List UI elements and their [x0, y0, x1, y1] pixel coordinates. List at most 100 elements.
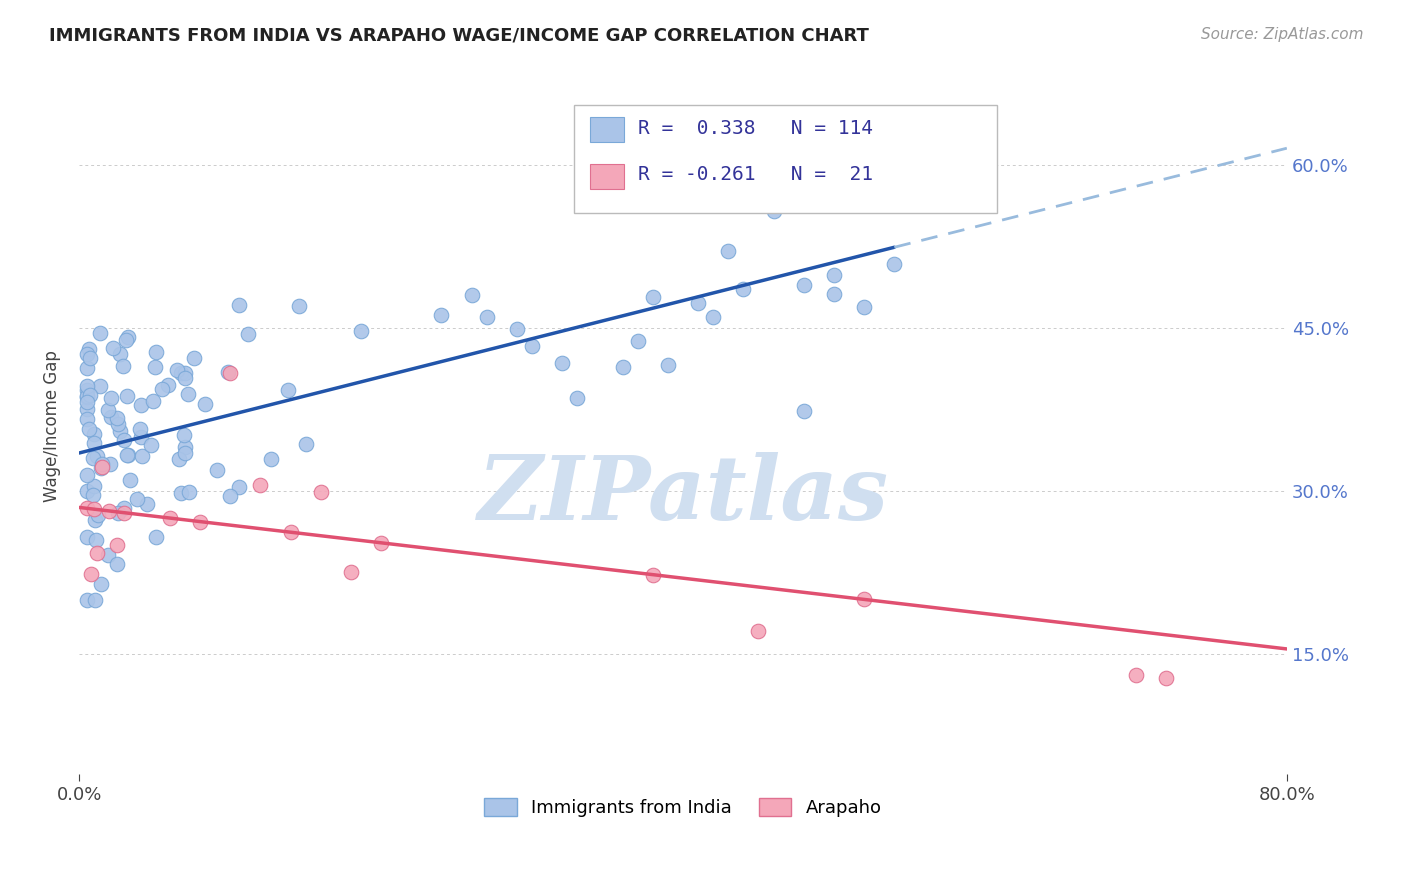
Point	[277, 383, 299, 397]
Point	[107, 417, 129, 431]
Point	[90, 460, 112, 475]
Point	[118, 473, 141, 487]
Point	[159, 511, 181, 525]
Point	[112, 433, 135, 447]
Point	[82, 488, 104, 502]
Point	[105, 411, 128, 425]
FancyBboxPatch shape	[574, 105, 997, 213]
Point	[173, 428, 195, 442]
Point	[823, 287, 845, 301]
Point	[747, 624, 769, 638]
Point	[612, 359, 634, 374]
Point	[520, 339, 543, 353]
Point	[83, 436, 105, 450]
Point	[280, 525, 302, 540]
Point	[129, 430, 152, 444]
Point	[131, 450, 153, 464]
Point	[84, 533, 107, 547]
Point	[125, 492, 148, 507]
Point	[194, 397, 217, 411]
Point	[657, 358, 679, 372]
Point	[112, 359, 135, 373]
Point	[77, 422, 100, 436]
Point	[97, 549, 120, 563]
Point	[100, 409, 122, 424]
Point	[551, 356, 574, 370]
Point	[475, 310, 498, 325]
Point	[80, 567, 103, 582]
Point	[641, 567, 664, 582]
Point	[173, 440, 195, 454]
Point	[169, 486, 191, 500]
Point	[627, 334, 650, 348]
Point	[853, 592, 876, 607]
Point	[117, 329, 139, 343]
Bar	[591, 163, 624, 189]
Point	[219, 489, 242, 503]
Point	[793, 404, 815, 418]
Point	[129, 398, 152, 412]
Point	[82, 451, 104, 466]
Point	[139, 438, 162, 452]
Point	[506, 322, 529, 336]
Point	[883, 257, 905, 271]
Point	[567, 391, 589, 405]
Text: R = -0.261   N =  21: R = -0.261 N = 21	[638, 166, 873, 185]
Point	[143, 360, 166, 375]
Point	[1125, 667, 1147, 681]
Point	[108, 347, 131, 361]
Point	[145, 345, 167, 359]
Point	[188, 515, 211, 529]
Point	[238, 327, 260, 342]
Point	[103, 341, 125, 355]
Legend: Immigrants from India, Arapaho: Immigrants from India, Arapaho	[477, 790, 889, 824]
Point	[90, 457, 112, 471]
Point	[115, 334, 138, 348]
Point	[762, 204, 785, 219]
Point	[97, 402, 120, 417]
Point	[166, 363, 188, 377]
Point	[83, 502, 105, 516]
Point	[170, 366, 193, 380]
Point	[135, 497, 157, 511]
Point	[228, 298, 250, 312]
Point	[823, 268, 845, 282]
Point	[249, 478, 271, 492]
Point	[702, 310, 724, 324]
Point	[84, 513, 107, 527]
Point	[89, 379, 111, 393]
Point	[793, 278, 815, 293]
Point	[76, 483, 98, 498]
Point	[943, 169, 966, 183]
Text: ZIPatlas: ZIPatlas	[478, 452, 889, 539]
Point	[76, 389, 98, 403]
Point	[105, 537, 128, 551]
Point	[83, 427, 105, 442]
Point	[288, 299, 311, 313]
Point	[177, 387, 200, 401]
Point	[1154, 671, 1177, 685]
Point	[207, 462, 229, 476]
Point	[76, 402, 98, 417]
Point	[76, 412, 98, 426]
Point	[259, 452, 281, 467]
Point	[89, 326, 111, 340]
Point	[717, 244, 740, 259]
Point	[89, 577, 111, 591]
Point	[76, 394, 98, 409]
Point	[86, 546, 108, 560]
Point	[117, 389, 139, 403]
Bar	[591, 117, 624, 142]
Point	[430, 308, 453, 322]
Point	[76, 501, 98, 516]
Point	[83, 479, 105, 493]
Point	[596, 158, 619, 172]
Point	[76, 530, 98, 544]
Point	[350, 324, 373, 338]
Point	[460, 288, 482, 302]
Point	[370, 536, 392, 550]
Point	[114, 506, 136, 520]
Point	[107, 507, 129, 521]
Point	[100, 392, 122, 406]
Point	[115, 448, 138, 462]
